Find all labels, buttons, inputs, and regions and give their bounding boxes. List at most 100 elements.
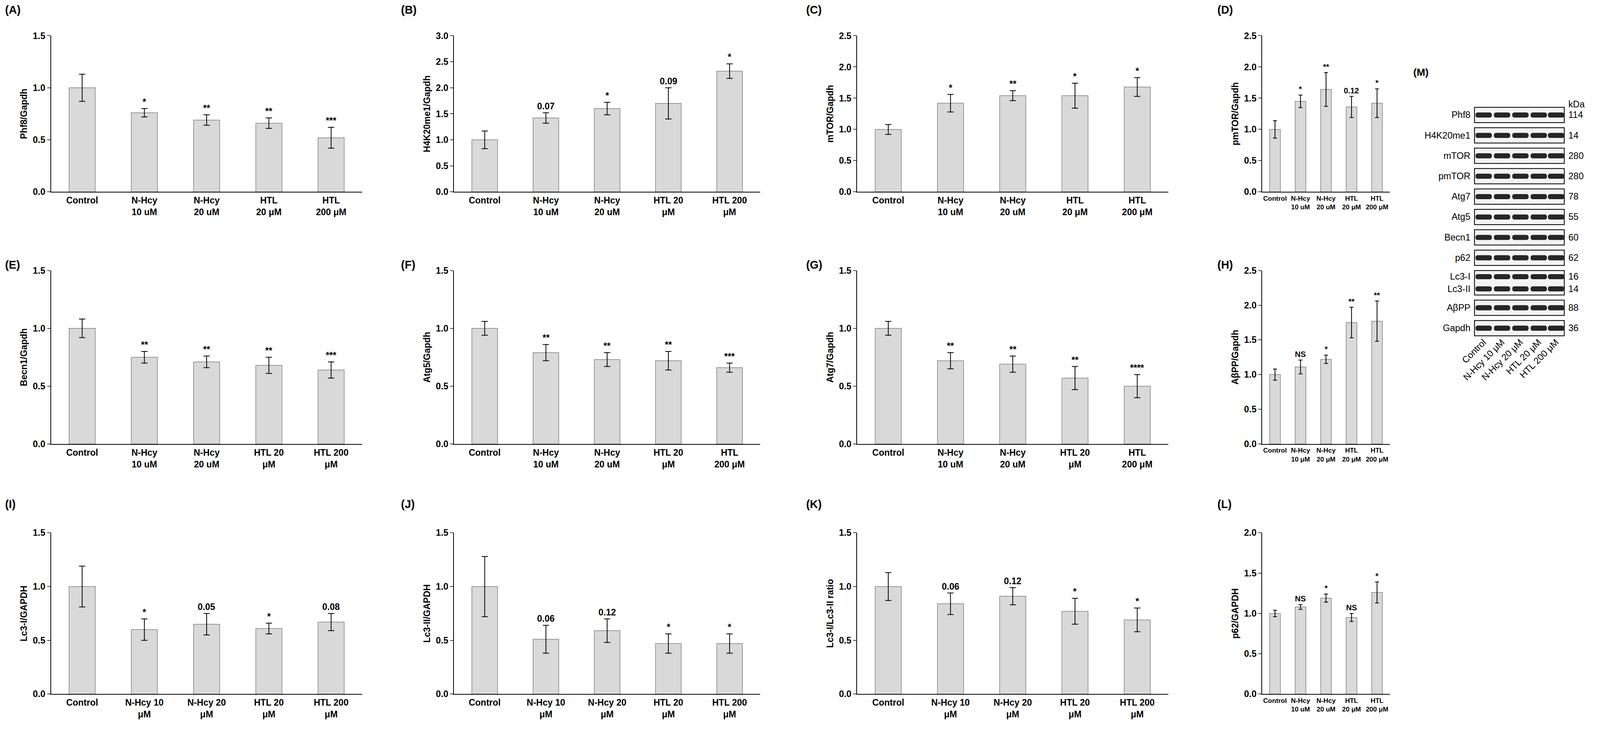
svg-text:Control: Control: [468, 697, 501, 708]
svg-text:***: ***: [325, 350, 337, 361]
svg-text:HTL 200μM: HTL 200μM: [313, 697, 349, 720]
svg-text:**: **: [265, 345, 273, 356]
svg-text:0.0: 0.0: [1244, 186, 1257, 197]
svg-text:**: **: [664, 339, 672, 350]
svg-text:0.12: 0.12: [598, 607, 617, 618]
svg-text:*: *: [1375, 571, 1379, 581]
svg-text:0.5: 0.5: [839, 155, 852, 166]
svg-text:0.05: 0.05: [197, 601, 216, 613]
svg-text:1.5: 1.5: [1244, 92, 1257, 104]
svg-text:pmTOR: pmTOR: [1438, 171, 1471, 182]
svg-text:N-Hcy10 uM: N-Hcy10 uM: [1291, 194, 1311, 211]
svg-text:0.0: 0.0: [435, 186, 449, 197]
svg-text:1.0: 1.0: [435, 134, 449, 145]
svg-text:1.0: 1.0: [1244, 369, 1257, 380]
svg-text:1.0: 1.0: [435, 323, 449, 334]
svg-text:**: **: [603, 341, 611, 352]
svg-text:Becn1/Gapdh: Becn1/Gapdh: [18, 328, 29, 387]
svg-text:**: **: [542, 332, 550, 343]
svg-text:Atg7: Atg7: [1451, 191, 1471, 202]
svg-text:Lc3-II/GAPDH: Lc3-II/GAPDH: [421, 584, 433, 643]
svg-text:AβPP: AβPP: [1446, 302, 1471, 313]
svg-text:N-Hcy20 uM: N-Hcy20 uM: [594, 447, 621, 470]
svg-text:0.0: 0.0: [1244, 689, 1257, 700]
svg-text:N-Hcy 10μM: N-Hcy 10μM: [526, 697, 565, 720]
svg-text:N-Hcy 20μM: N-Hcy 20μM: [187, 697, 226, 720]
svg-text:2.0: 2.0: [1244, 300, 1257, 311]
svg-text:(D): (D): [1217, 3, 1233, 17]
svg-text:p62: p62: [1455, 252, 1471, 263]
svg-text:N-Hcy20 uM: N-Hcy20 uM: [1316, 194, 1336, 211]
svg-text:HTL200 μM: HTL200 μM: [1121, 447, 1153, 470]
svg-text:****: ****: [1130, 362, 1145, 374]
svg-text:*: *: [948, 82, 953, 93]
svg-text:36: 36: [1568, 323, 1579, 334]
svg-text:HTL20 μM: HTL20 μM: [256, 195, 282, 218]
svg-text:***: ***: [325, 115, 337, 126]
svg-text:*: *: [727, 51, 732, 63]
svg-text:HTL200 μM: HTL200 μM: [1121, 195, 1153, 218]
svg-text:*: *: [666, 622, 671, 633]
svg-text:0.0: 0.0: [435, 439, 449, 450]
svg-text:*: *: [142, 607, 147, 618]
svg-text:H4K20me1: H4K20me1: [1424, 130, 1471, 141]
svg-text:0.09: 0.09: [659, 76, 678, 87]
svg-text:*: *: [1375, 78, 1379, 88]
svg-text:*: *: [1073, 586, 1077, 597]
svg-text:HTL200 μM: HTL200 μM: [1365, 697, 1389, 714]
svg-text:HTL 200μM: HTL 200μM: [712, 195, 747, 218]
svg-text:0.5: 0.5: [1244, 155, 1257, 166]
svg-text:1.0: 1.0: [1244, 608, 1257, 619]
svg-text:N-Hcy10 μM: N-Hcy10 μM: [1291, 446, 1311, 463]
svg-text:0.5: 0.5: [32, 635, 46, 646]
svg-text:Control: Control: [1460, 337, 1489, 366]
svg-text:1.5: 1.5: [435, 527, 449, 538]
svg-text:mTOR: mTOR: [1443, 150, 1471, 161]
svg-text:1.0: 1.0: [1244, 124, 1257, 135]
svg-text:N-Hcy 10 μM: N-Hcy 10 μM: [1461, 337, 1507, 383]
svg-text:NS: NS: [1346, 603, 1358, 613]
svg-text:*: *: [1135, 596, 1140, 607]
svg-text:HTL 20μM: HTL 20μM: [1060, 697, 1090, 720]
svg-text:Phf8/Gapdh: Phf8/Gapdh: [18, 88, 29, 140]
svg-text:HTL200 μM: HTL200 μM: [1365, 446, 1389, 463]
svg-text:N-Hcy 10μM: N-Hcy 10μM: [931, 697, 970, 720]
svg-text:2.5: 2.5: [839, 30, 852, 42]
svg-text:1.5: 1.5: [839, 527, 852, 538]
svg-text:0.0: 0.0: [839, 689, 852, 700]
svg-text:N-Hcy20 uM: N-Hcy20 uM: [594, 195, 621, 218]
svg-text:114: 114: [1568, 109, 1583, 120]
svg-text:0.0: 0.0: [1244, 439, 1257, 450]
svg-text:0.07: 0.07: [537, 101, 555, 112]
svg-text:Phf8: Phf8: [1451, 109, 1471, 120]
svg-text:N-Hcy10 uM: N-Hcy10 uM: [532, 195, 559, 218]
svg-text:(K): (K): [806, 498, 822, 511]
svg-text:1.5: 1.5: [32, 265, 46, 276]
svg-text:(G): (G): [806, 258, 823, 272]
svg-text:Gapdh: Gapdh: [1442, 323, 1471, 334]
svg-text:1.5: 1.5: [32, 30, 46, 42]
svg-text:*: *: [605, 90, 609, 101]
svg-text:1.5: 1.5: [435, 108, 449, 119]
svg-text:0.0: 0.0: [32, 186, 46, 197]
svg-text:**: **: [141, 339, 149, 350]
svg-text:AβPP/Gapdh: AβPP/Gapdh: [1230, 330, 1241, 386]
svg-text:HTL 20μM: HTL 20μM: [653, 697, 684, 720]
svg-text:Control: Control: [66, 195, 99, 206]
svg-text:**: **: [946, 341, 954, 352]
svg-text:HTL 20μM: HTL 20μM: [253, 697, 284, 720]
svg-text:Control: Control: [468, 447, 501, 458]
svg-text:1.5: 1.5: [839, 265, 852, 276]
svg-text:HTL 200 μM: HTL 200 μM: [1517, 337, 1561, 381]
svg-text:N-Hcy 20 μM: N-Hcy 20 μM: [1479, 337, 1525, 383]
svg-text:N-Hcy 20μM: N-Hcy 20μM: [993, 697, 1032, 720]
svg-text:55: 55: [1568, 212, 1579, 223]
svg-text:1.5: 1.5: [32, 527, 46, 538]
svg-text:HTL 200μM: HTL 200μM: [1119, 697, 1155, 720]
svg-text:HTL200 μM: HTL200 μM: [1365, 194, 1389, 211]
svg-text:0.5: 0.5: [1244, 648, 1257, 659]
svg-text:2.5: 2.5: [1244, 30, 1257, 42]
svg-text:0.12: 0.12: [1003, 576, 1022, 587]
svg-text:0.5: 0.5: [435, 160, 449, 172]
svg-text:mTOR/Gapdh: mTOR/Gapdh: [825, 85, 836, 143]
